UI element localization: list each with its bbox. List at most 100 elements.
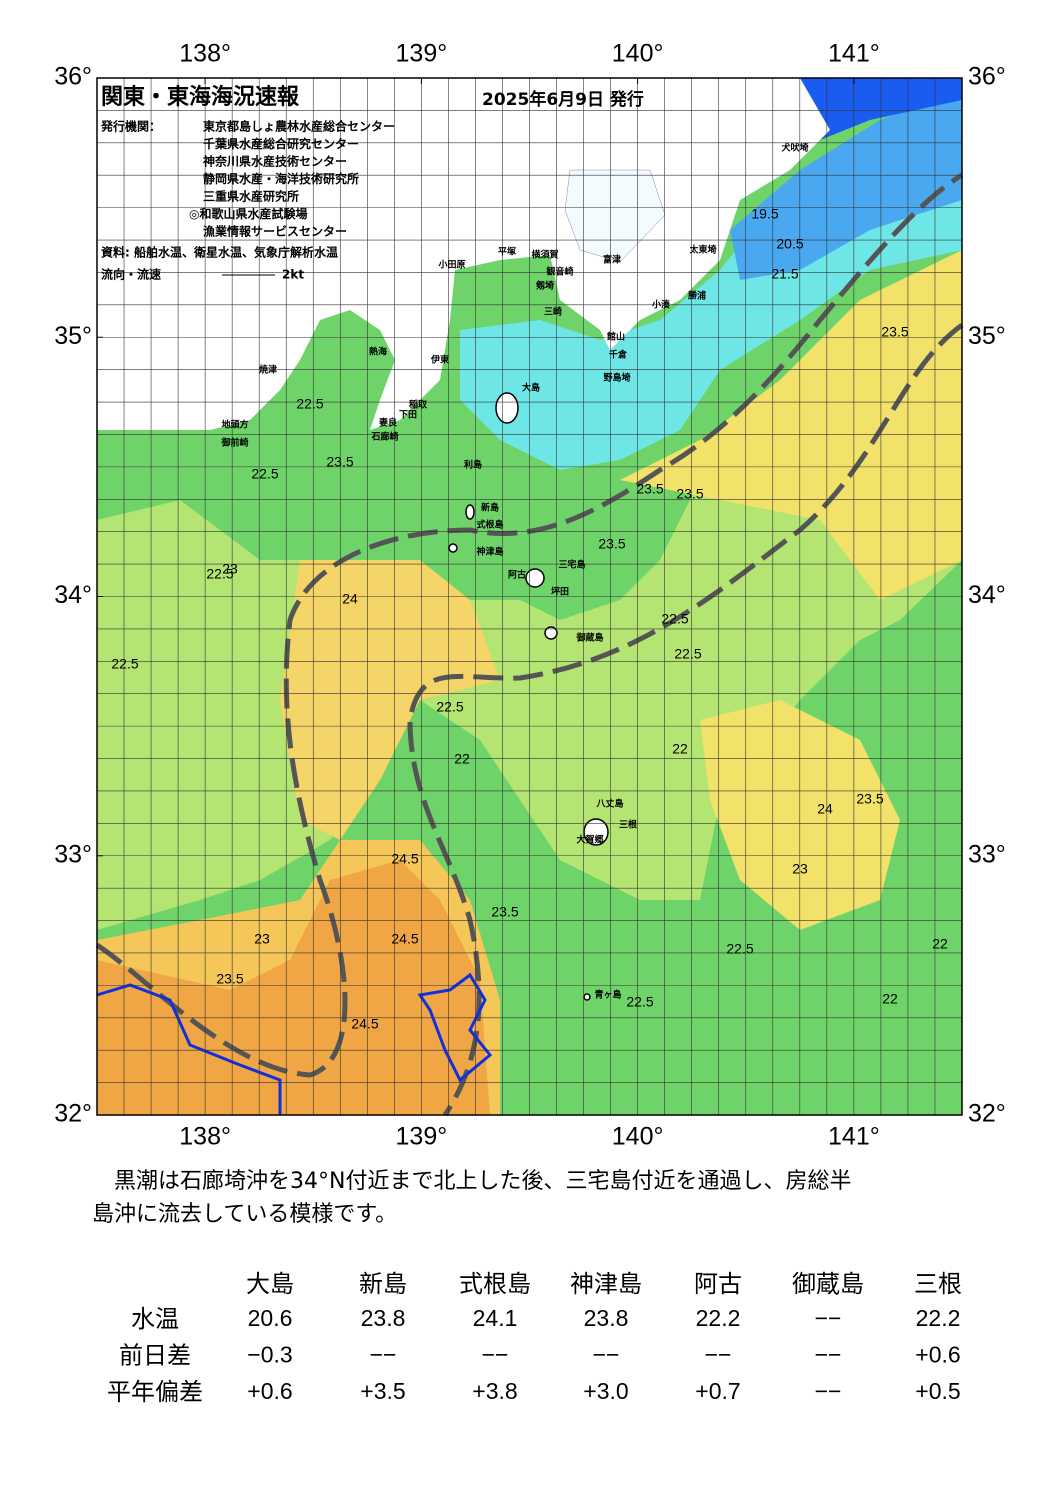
place-name: 坪田 (551, 586, 569, 598)
issuer: 千葉県水産総合研究センター (203, 136, 359, 151)
place-name: 勝浦 (688, 290, 706, 302)
lat-label: 34° (968, 581, 1006, 609)
lon-label: 139° (396, 1123, 448, 1151)
contour-label: 24 (342, 591, 358, 607)
place-name: 太東埼 (688, 244, 716, 256)
contour-label: 22.5 (436, 699, 463, 715)
place-name: 野島埼 (603, 372, 630, 384)
map (95, 77, 964, 1117)
contour-label: 22.5 (251, 466, 278, 482)
column-header: 御蔵島 (792, 1270, 864, 1298)
contour-label: 22 (932, 936, 948, 952)
column-header: 新島 (359, 1270, 407, 1298)
issuer: ◎和歌山県水産試験場 (189, 206, 307, 221)
place-name: 大賀郷 (576, 834, 603, 846)
legend-label: 流向・流速 (101, 267, 161, 282)
place-name: 下田 (399, 410, 417, 421)
place-name: 熱海 (369, 346, 387, 358)
contour-label: 24 (817, 801, 833, 817)
place-name: 館山 (606, 331, 625, 343)
place-name: 小湊 (651, 299, 671, 311)
lat-label: 36° (968, 63, 1006, 91)
lat-label: 33° (968, 840, 1006, 868)
cell: 20.6 (248, 1305, 293, 1331)
cell: −− (370, 1342, 397, 1368)
column-header: 阿古 (694, 1270, 742, 1298)
lat-label: 32° (54, 1100, 92, 1128)
contour-label: 22 (882, 991, 898, 1007)
isotherm-24 (96, 972, 493, 1115)
lat-label: 35° (54, 322, 92, 350)
contour-label: 22 (454, 751, 470, 767)
cell: −− (482, 1342, 509, 1368)
place-name: 犬吠埼 (780, 142, 808, 154)
cell: +0.6 (915, 1342, 960, 1368)
place-name: 千倉 (609, 349, 628, 361)
issuer: 静岡県水産・海洋技術研究所 (203, 171, 359, 186)
cell: +0.6 (247, 1378, 292, 1404)
place-name: 地頭方 (221, 419, 248, 431)
place-name: 小田原 (437, 259, 465, 271)
cell: +0.5 (915, 1378, 960, 1404)
place-name: 御前崎 (220, 437, 248, 449)
place-name: 神津島 (476, 546, 503, 558)
lon-label: 139° (396, 40, 448, 68)
cell: +3.5 (360, 1378, 405, 1404)
lat-label: 32° (968, 1100, 1006, 1128)
place-name: 富津 (603, 254, 621, 266)
lon-label: 141° (828, 40, 880, 68)
column-header: 大島 (246, 1270, 294, 1298)
comment-line: 島沖に流去している模様です。 (92, 1202, 397, 1227)
row-label: 平年偏差 (107, 1378, 203, 1406)
contour-label: 22.5 (296, 396, 323, 412)
place-name: 焼津 (259, 364, 277, 376)
cell: −0.3 (247, 1342, 292, 1368)
lat-label: 35° (968, 322, 1006, 350)
contour-label: 23 (254, 931, 270, 947)
lon-label: 140° (612, 40, 664, 68)
cell: 24.1 (473, 1305, 518, 1331)
lon-label: 141° (828, 1123, 880, 1151)
grid (97, 78, 962, 1115)
title: 関東・東海海況速報 (101, 84, 300, 110)
contour-label: 22.5 (206, 566, 233, 582)
contour-label: 23.5 (326, 454, 353, 470)
cell: 22.2 (696, 1305, 741, 1331)
lat-label: 34° (54, 581, 92, 609)
date: 2025年6月9日 発行 (482, 89, 644, 110)
cell: −− (705, 1342, 732, 1368)
issuers-label: 発行機関： (100, 119, 161, 134)
column-header: 三根 (914, 1270, 962, 1298)
legend-scale: 2kt (282, 268, 304, 282)
issuer: 三重県水産研究所 (203, 189, 299, 204)
row-label: 前日差 (119, 1342, 191, 1370)
place-name: 剱埼 (535, 280, 554, 292)
cell: −− (593, 1342, 620, 1368)
cell: 23.8 (584, 1305, 629, 1331)
place-name: 新島 (481, 502, 499, 514)
tokyo-bay (564, 169, 666, 263)
place-name: 八丈島 (595, 798, 623, 810)
contour-label: 21.5 (771, 266, 798, 282)
contour-label: 23.5 (856, 791, 883, 807)
source: 資料: 船舶水温、衛星水温、気象庁解析水温 (101, 245, 338, 260)
contour-label: 22.5 (674, 646, 701, 662)
cell: 23.8 (361, 1305, 406, 1331)
lon-label: 140° (612, 1123, 664, 1151)
contour-label: 20.5 (776, 236, 803, 252)
cell: +0.7 (695, 1378, 740, 1404)
sea-yellow (280, 560, 500, 840)
place-name: 妻良 (379, 417, 397, 429)
issuer: 漁業情報サービスセンター (203, 224, 347, 239)
contour-label: 23.5 (636, 481, 663, 497)
cell: −− (815, 1342, 842, 1368)
place-name: 稲取 (409, 399, 428, 411)
cell: 22.2 (916, 1305, 961, 1331)
sea-blue (730, 90, 962, 280)
contour-label: 22.5 (111, 656, 138, 672)
lat-label: 33° (54, 840, 92, 868)
column-header: 神津島 (570, 1270, 642, 1298)
kuroshio-branch (407, 322, 964, 1117)
comment-line: 黒潮は石廊埼沖を34°N付近まで北上した後、三宅島付近を通過し、房総半 (114, 1169, 851, 1194)
